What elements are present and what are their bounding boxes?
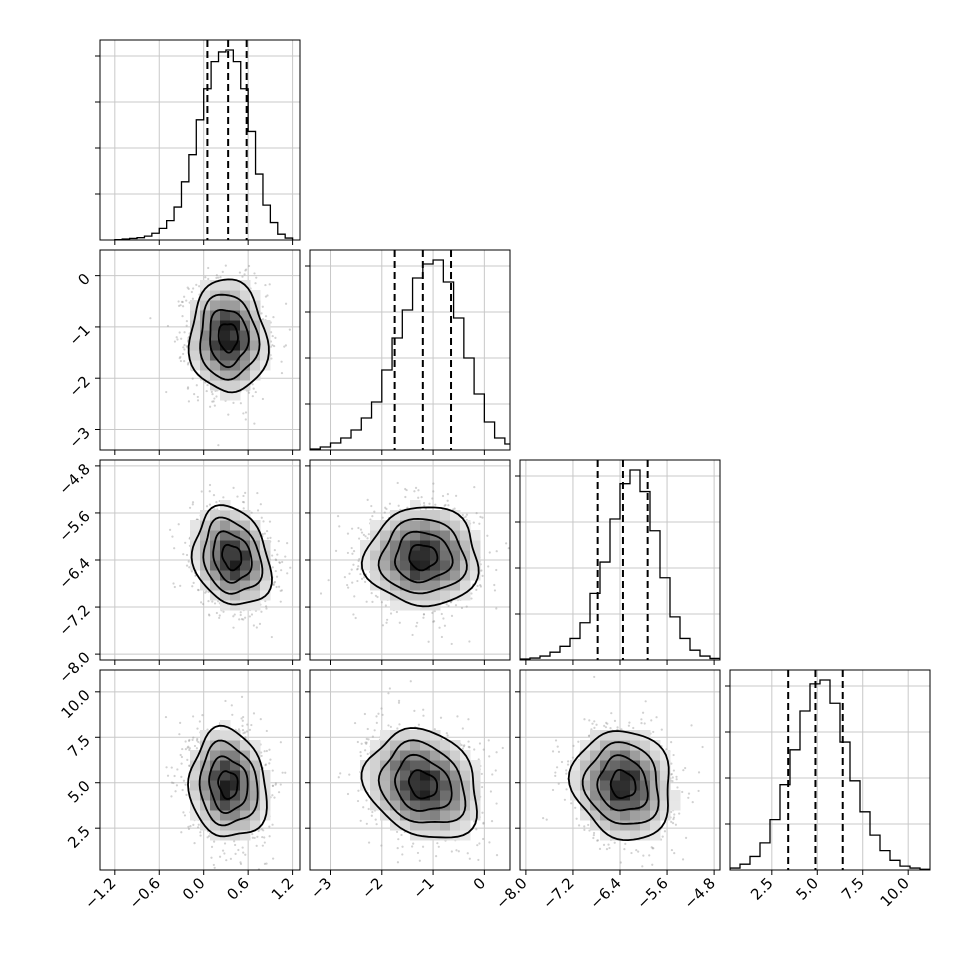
x-tick-label: −1.2 [81,874,119,912]
contour-level [408,543,439,572]
contour-level [377,517,468,595]
contour-lines [190,504,273,606]
y-tick-label: −5.6 [55,507,93,545]
contour-level [209,309,250,369]
contour-level [360,506,480,608]
contour-level [198,739,259,827]
contour-level [212,530,253,584]
x-tick-label: 0 [470,874,489,893]
x-tick-label: −0.6 [126,874,164,912]
y-tick-label: −1 [65,321,93,349]
contour-level [377,739,467,824]
x-tick-label: −6.4 [586,874,624,912]
y-tick-label: 5.0 [64,777,94,807]
x-tick-label: 7.5 [838,874,868,904]
contour-level [208,755,249,815]
x-tick-label: 2.5 [747,874,777,904]
contour-level [393,530,454,584]
y-tick-label: −2 [65,372,93,400]
histogram-step [730,679,930,870]
y-tick-label: 10.0 [57,686,93,722]
contour-lines [567,730,670,842]
contour-lines [360,727,478,839]
contour-lines [187,278,270,394]
contour-level [221,543,243,572]
contour-level [190,504,273,606]
contour-level [609,769,637,800]
x-tick-label: −8.0 [492,874,530,912]
density-panel-2-3: −8.0 −7.2 −6.4 −5.6 −4.8 [492,669,721,913]
density-panel-0-1: −3 −2 −1 0 [65,249,301,455]
x-tick-label: −4.8 [680,874,718,912]
x-tick-label: −3 [307,874,335,902]
histogram-step [310,259,510,450]
contour-level [581,741,660,825]
contour-level [567,730,670,842]
y-tick-label: 0 [74,270,93,289]
x-tick-label: 1.2 [268,874,298,904]
y-tick-label: 2.5 [64,822,94,852]
panel-frame [99,249,301,451]
contour-lines [360,506,480,608]
histogram-panel-2 [515,459,721,665]
contour-level [217,323,239,354]
contour-level [394,753,453,812]
density-panel-1-3: −3 −2 −1 0 [305,669,511,902]
x-tick-label: 10.0 [877,874,913,910]
density-blocks [570,730,681,841]
density-panel-1-2 [305,459,511,665]
contour-lines [187,724,268,838]
x-tick-label: 0.0 [179,874,209,904]
contour-level [187,278,270,394]
y-tick-label: −4.8 [55,460,93,498]
x-tick-label: −1 [410,874,438,902]
x-tick-label: 0.6 [223,874,253,904]
panel-frame [309,249,511,451]
density-panel-0-2: −8.0 −7.2 −6.4 −5.6 −4.8 [55,459,301,687]
contour-level [199,293,261,381]
y-tick-label: −8.0 [55,648,93,686]
y-tick-label: 7.5 [64,731,94,761]
x-tick-label: −7.2 [539,874,577,912]
histogram-panel-0 [95,39,301,245]
y-tick-label: −3 [65,424,93,452]
histogram-panel-3: 2.5 5.0 7.5 10.0 [725,669,931,910]
contour-level [596,754,649,812]
density-panel-0-3: −1.2 −0.6 0.0 0.6 1.2 2.5 5.0 7.5 10.0 [57,669,301,913]
y-tick-label: −7.2 [55,601,93,639]
panel-frame [99,39,301,241]
panel-frame [729,669,931,871]
panel-frame [309,669,511,871]
histogram-step [114,49,294,240]
contour-level [360,727,478,839]
contour-level [202,516,264,595]
x-tick-label: −5.6 [633,874,671,912]
x-tick-label: −2 [358,874,386,902]
x-tick-label: 5.0 [793,874,823,904]
histogram-panel-1 [305,249,511,455]
histogram-step [520,469,720,660]
panel-frame [99,669,301,871]
contour-level [217,770,239,800]
contour-level [408,769,438,800]
contour-level [187,724,268,838]
y-tick-label: −6.4 [55,554,93,592]
